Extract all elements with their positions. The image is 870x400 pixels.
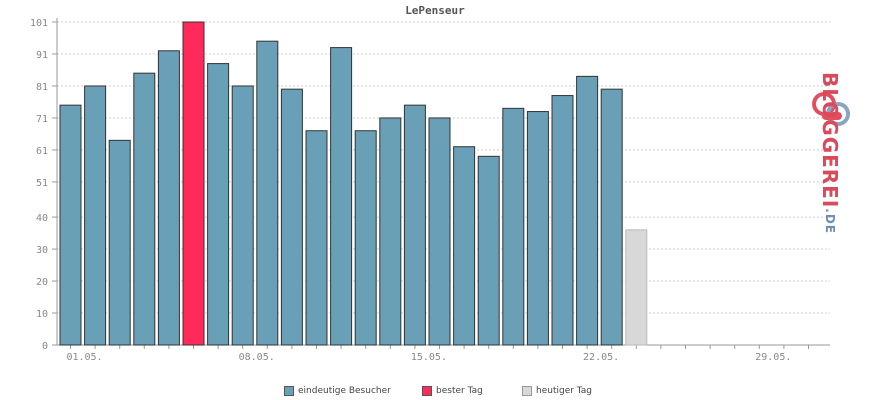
bar [576,75,599,346]
bar [157,50,180,346]
y-tick-label: 0 [42,341,48,352]
bar [403,104,426,346]
x-tick-label: 01.05. [66,352,102,363]
legend-label: heutiger Tag [536,386,593,396]
legend-swatch-today [522,386,532,396]
bar [280,88,303,346]
chart-title: LePenseur [405,4,465,17]
bar [625,229,648,346]
bar [305,130,328,346]
x-tick-label: 15.05. [411,352,447,363]
bar [551,95,574,346]
y-tick-label: 40 [36,213,48,224]
y-tick-label: 10 [36,309,48,320]
legend-swatch-visitors [284,386,294,396]
y-tick-label: 91 [36,50,48,61]
bar [59,104,82,346]
y-tick-label: 81 [36,82,48,93]
chart-legend: eindeutige Besucher bester Tag heutiger … [0,386,870,400]
bar [330,47,353,346]
legend-swatch-best-day [422,386,432,396]
x-tick-label: 29.05. [755,352,791,363]
bar [600,88,623,346]
bar [502,107,525,346]
bar [453,146,476,346]
legend-item-eindeutige-besucher: eindeutige Besucher [284,386,391,396]
x-tick-label: 22.05. [583,352,619,363]
y-tick-label: 30 [36,245,48,256]
legend-item-bester-tag: bester Tag [422,386,483,396]
bar [526,111,549,346]
x-tick-label: 08.05. [239,352,275,363]
bloggerei-logo-icon [812,92,851,126]
y-tick-label: 71 [36,114,48,125]
y-tick-label: 61 [36,146,48,157]
y-tick-label: 20 [36,277,48,288]
bar [379,117,402,346]
bar [207,63,230,346]
bar [231,85,254,346]
y-tick-label: 101 [30,18,48,29]
bar [428,117,451,346]
legend-label: bester Tag [436,386,483,396]
legend-label: eindeutige Besucher [298,386,391,396]
bar [84,85,107,346]
bar [354,130,377,346]
bloggerei-logo-text: BLOGGEREI.DE [818,72,842,234]
bar [108,139,131,346]
legend-item-heutiger-tag: heutiger Tag [522,386,592,396]
y-tick-label: 51 [36,178,48,189]
bar [477,155,500,346]
bar [256,40,279,346]
bar [182,21,205,346]
bar [133,72,156,346]
